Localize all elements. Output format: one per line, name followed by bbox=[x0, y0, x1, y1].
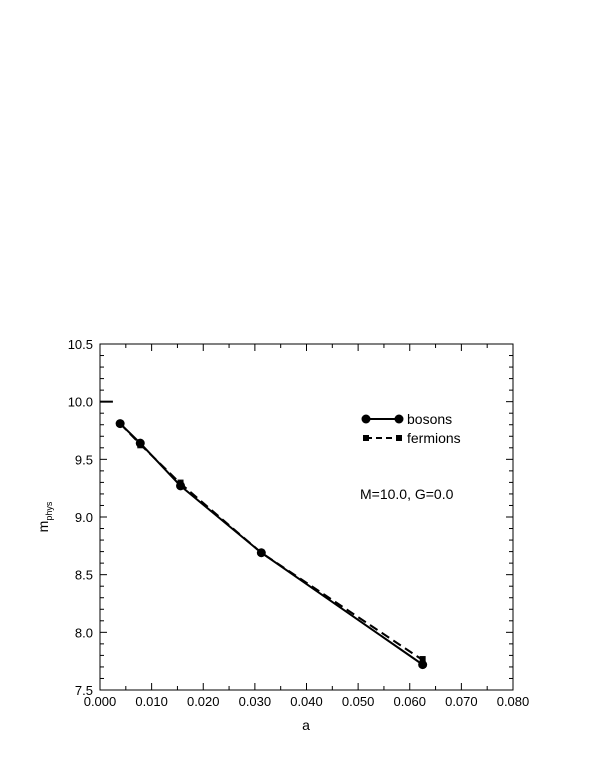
legend-label-fermions: fermions bbox=[407, 430, 461, 446]
data-point-fermions bbox=[258, 549, 265, 556]
y-axis-label: mphys bbox=[35, 501, 54, 532]
series-line-fermions bbox=[119, 422, 424, 661]
x-tick-label: 0.030 bbox=[239, 694, 272, 709]
y-axis-label-main: m bbox=[35, 521, 51, 533]
y-tick-label: 8.0 bbox=[75, 625, 93, 640]
x-tick-label: 0.020 bbox=[187, 694, 220, 709]
x-tick-label: 0.040 bbox=[290, 694, 323, 709]
legend-marker-fermions-end bbox=[396, 435, 402, 441]
y-tick-label: 9.5 bbox=[75, 452, 93, 467]
data-point-fermions bbox=[177, 480, 184, 487]
x-tick-label: 0.080 bbox=[497, 694, 530, 709]
y-tick-label: 10.5 bbox=[68, 337, 93, 352]
y-tick-label: 7.5 bbox=[75, 683, 93, 698]
data-point-fermions bbox=[419, 657, 426, 664]
y-axis-label-sub: phys bbox=[44, 501, 54, 521]
legend-marker-fermions-start bbox=[363, 435, 369, 441]
x-tick-label: 0.070 bbox=[445, 694, 478, 709]
data-point-fermions bbox=[117, 420, 124, 427]
data-point-fermions bbox=[137, 441, 144, 448]
x-tick-label: 0.000 bbox=[84, 694, 117, 709]
chart-annotation: M=10.0, G=0.0 bbox=[360, 486, 454, 502]
plot-frame bbox=[99, 343, 514, 691]
legend-marker-bosons-end bbox=[394, 414, 404, 424]
legend-marker-bosons-start bbox=[361, 414, 371, 424]
x-tick-label: 0.060 bbox=[393, 694, 426, 709]
legend: bosons fermions bbox=[361, 411, 461, 446]
axis-ticks: 0.000 0.010 0.020 0.030 0.040 0.050 0.060 0.070… bbox=[68, 337, 530, 709]
y-tick-label: 10.0 bbox=[68, 395, 93, 410]
legend-label-bosons: bosons bbox=[407, 411, 452, 427]
y-tick-label: 9.0 bbox=[75, 510, 93, 525]
y-tick-label: 8.5 bbox=[75, 568, 93, 583]
x-axis-label: a bbox=[302, 717, 310, 733]
series-line-bosons bbox=[119, 422, 424, 666]
x-tick-label: 0.010 bbox=[135, 694, 168, 709]
series-layer bbox=[100, 400, 428, 670]
x-tick-label: 0.050 bbox=[342, 694, 375, 709]
